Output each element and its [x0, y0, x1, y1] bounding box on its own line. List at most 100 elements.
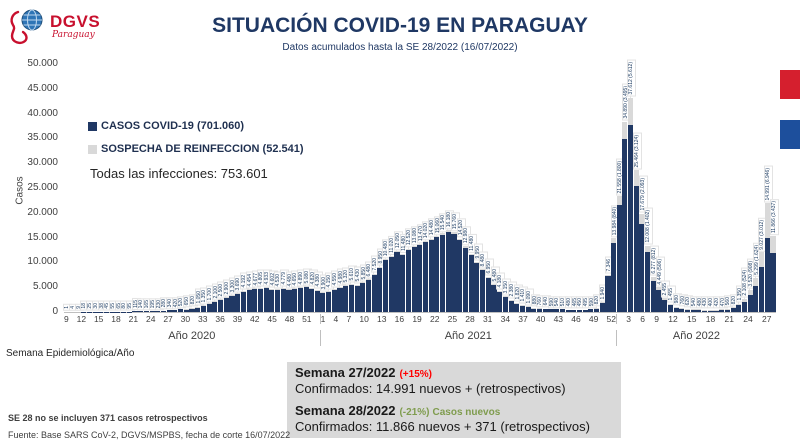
epidemic-curve-chart: 1 4 9 18 25 30 38 45 55 65 80 95 115 140 165 195 230 280 3… — [63, 60, 779, 313]
y-tick-50000: 50.000 — [27, 58, 58, 69]
confirmed-segment — [235, 293, 241, 312]
bar-week-12-2021: 10.480 — [382, 64, 392, 312]
y-tick-15000: 15.000 — [27, 231, 58, 243]
reinfection-segment — [673, 306, 679, 308]
reinfection-segment — [468, 253, 474, 256]
confirmed-segment — [599, 302, 605, 312]
x-tick: 27 — [163, 314, 173, 324]
y-tick-5000: 5.000 — [32, 281, 58, 293]
reinfection-segment — [434, 235, 440, 238]
bar-week-18-2020: 65 — [114, 64, 124, 312]
reinfection-segment — [656, 287, 662, 290]
bar-week-49-2020: 4.650 — [291, 64, 301, 312]
bar-week-19-2020: 80 — [120, 64, 130, 312]
bar-week-24-2022: 3.520 (908) — [747, 64, 757, 312]
confirmed-segment — [702, 309, 708, 312]
bar-week-45-2020: 4.602 — [268, 64, 278, 312]
bar-week-8-2021: 5.850 — [359, 64, 369, 312]
reinfection-segment — [611, 238, 617, 243]
bar-week-16-2020: 45 — [103, 64, 113, 312]
confirmed-segment — [337, 287, 343, 312]
bar-week-10-2021: 7.520 — [370, 64, 380, 312]
x-tick: 30 — [180, 314, 191, 324]
dgvs-logo: DGVS Paraguay — [8, 4, 108, 48]
confirmed-segment — [286, 289, 292, 312]
bar-week-53-2020: 4.380 — [314, 64, 324, 312]
reinfection-segment — [645, 245, 651, 253]
bar-week-27-2020: 340 — [166, 64, 175, 312]
bar-week-25-2021: 14.520 — [456, 64, 466, 312]
confirmed-segment — [217, 299, 224, 312]
blue-accent-square — [780, 120, 800, 149]
bar-week-1-2021: 3.900 — [319, 64, 329, 312]
legend-label-cases: CASOS COVID-19 (701.060) — [101, 120, 245, 132]
bar-week-24-2021: 15.760 — [450, 64, 460, 312]
x-tick: 24 — [743, 314, 753, 324]
confirmed-segment — [422, 242, 429, 312]
callout-27-title: Semana 27/2022 — [295, 365, 396, 380]
bar-week-23-2022: 2.108 (524) — [741, 64, 751, 312]
bar-week-42-2021: 540 — [553, 64, 563, 312]
confirmed-segment — [303, 286, 309, 312]
confirmed-segment — [428, 240, 434, 312]
reinfection-segment — [480, 269, 486, 270]
reinfection-segment — [343, 285, 349, 286]
confirmed-segment — [383, 260, 389, 312]
x-tick: 24 — [145, 314, 156, 324]
bar-week-45-2021: 465 — [570, 64, 580, 312]
callout-28-percent: (-21%) — [399, 407, 430, 418]
reinfection-segment — [377, 266, 383, 268]
bar-week-39-2021: 760 — [536, 64, 546, 312]
bar-week-29-2020: 520 — [177, 64, 187, 312]
bar-week-16-2021: 12.520 — [405, 64, 415, 312]
confirmed-segment — [525, 306, 531, 312]
bar-week-48-2021: 590 — [587, 64, 597, 312]
confirmed-segment — [576, 309, 583, 312]
reinfection-segment — [485, 276, 491, 278]
reinfection-segment — [730, 307, 736, 308]
bar-week-44-2021: 480 — [564, 64, 574, 312]
confirmed-segment — [656, 289, 662, 312]
bar-week-38-2020: 3.300 — [228, 64, 238, 312]
red-accent-square — [780, 70, 800, 99]
confirmed-segment — [594, 307, 600, 312]
confirmed-segment — [411, 247, 417, 312]
bar-week-20-2022: 560 — [724, 64, 734, 312]
confirmed-segment — [309, 288, 315, 312]
bar-week-15-2020: 38 — [97, 64, 107, 312]
reinfection-segment — [474, 261, 480, 263]
bar-week-31-2020: 820 — [188, 64, 198, 312]
x-axis-ticks: 9 12 15 18 21 24 27 30 33 36 39 42 45 48 51 1 4 7 10 13 16 19… — [64, 314, 776, 324]
confirmed-segment — [707, 310, 713, 312]
confirmed-segment — [514, 302, 520, 312]
bar-week-27-2022: 14.991 (6.946) — [764, 64, 774, 312]
confirmed-segment — [240, 291, 246, 312]
bar-week-42-2020: 4.677 — [251, 64, 261, 312]
bar-week-12-2020: 18 — [80, 64, 90, 312]
bar-week-52-2020: 4.820 — [308, 64, 318, 312]
confirmed-segment — [582, 309, 588, 312]
bar-week-21-2022: 820 — [729, 64, 739, 312]
bar-week-7-2022: 6.277 (812) — [650, 64, 660, 312]
x-tick: 18 — [111, 314, 121, 324]
reinfection-segment — [371, 273, 377, 275]
bar-week-39-2020: 3.690 — [234, 64, 244, 312]
x-tick: 33 — [198, 314, 208, 324]
reinfection-segment — [627, 97, 634, 126]
page-subtitle: Datos acumulados hasta la SE 28/2022 (16… — [282, 42, 518, 53]
confirmed-segment — [394, 252, 400, 312]
bar-week-5-2021: 5.320 — [342, 64, 352, 312]
bar-week-22-2020: 140 — [137, 64, 147, 312]
reinfection-segment — [662, 298, 668, 300]
reinfection-segment — [405, 248, 411, 250]
confirmed-segment — [331, 289, 337, 312]
x-tick: 9 — [654, 314, 659, 324]
callout-week-28: Semana 28/2022 (-21%) Casos nuevos Confirm… — [287, 400, 621, 438]
reinfection-segment — [667, 303, 673, 305]
x-tick: 51 — [302, 314, 312, 324]
confirmed-segment — [183, 308, 189, 312]
x-tick: 31 — [482, 314, 493, 324]
confirmed-segment — [252, 288, 258, 312]
y-tick-35000: 35.000 — [27, 132, 58, 144]
confirmed-segment — [143, 311, 149, 312]
